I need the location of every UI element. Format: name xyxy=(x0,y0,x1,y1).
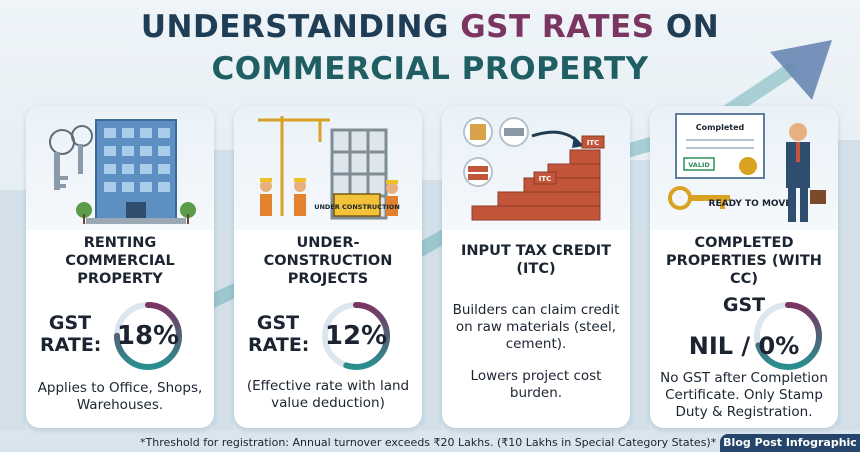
card-completed-description: No GST after Completion Certificate. Onl… xyxy=(660,370,828,420)
certificate-icon: Completed VALID xyxy=(675,113,765,179)
card-itc-art: ITC ITC xyxy=(442,106,630,230)
card-completed-art: Completed VALID READY TO MOVE xyxy=(650,106,838,230)
card-completed-rate: GST NIL / 0% xyxy=(650,294,838,374)
card-itc-description-2: Lowers project cost burden. xyxy=(470,368,602,401)
brick-staircase-icon xyxy=(471,149,601,221)
card-completed: Completed VALID READY TO MOVE xyxy=(650,106,838,428)
gst-rate-value: 18% xyxy=(116,321,180,351)
page-title: UNDERSTANDING GST RATES ON COMMERCIAL PR… xyxy=(140,9,720,87)
keys-icon xyxy=(49,125,93,190)
card-itc-heading: INPUT TAX CREDIT (ITC) xyxy=(460,243,612,277)
gst-rate-label: GST RATE: xyxy=(248,312,310,356)
businessman-icon xyxy=(786,123,826,222)
certificate-text: Completed xyxy=(696,123,745,132)
card-construction-rate: GST RATE: 12% xyxy=(234,298,422,374)
tree-icon xyxy=(76,202,196,224)
card-itc: ITC ITC INPUT TAX CREDIT (ITC) Builders … xyxy=(442,106,630,428)
ready-to-move-text: READY TO MOVE xyxy=(709,199,792,209)
card-renting-heading: RENTING COMMERCIAL PROPERTY xyxy=(65,235,175,287)
card-construction-description: (Effective rate with land value deductio… xyxy=(246,378,410,411)
materials-icon xyxy=(463,117,529,187)
card-renting-art xyxy=(26,106,214,230)
rate-ring-icon xyxy=(322,302,390,370)
gst-rate-value: 12% xyxy=(324,321,388,351)
card-construction-art: UNDER CONSTRUCTION xyxy=(234,106,422,230)
card-renting-description: Applies to Office, Shops, Warehouses. xyxy=(37,380,203,413)
card-itc-description-1: Builders can claim credit on raw materia… xyxy=(452,302,620,352)
gst-rate-value: NIL / 0% xyxy=(688,332,800,360)
valid-stamp: VALID xyxy=(688,161,710,169)
key-icon xyxy=(668,186,730,210)
footer-note: *Threshold for registration: Annual turn… xyxy=(140,436,717,449)
card-completed-heading: COMPLETED PROPERTIES (WITH CC) xyxy=(666,235,822,287)
card-renting: RENTING COMMERCIAL PROPERTY GST RATE: 18… xyxy=(26,106,214,428)
arrow-icon xyxy=(531,130,580,144)
rate-ring-icon xyxy=(754,302,822,370)
blog-post-badge: Blog Post Infographic xyxy=(720,434,860,452)
up-arrow-icon xyxy=(770,40,832,100)
card-renting-rate: GST RATE: 18% xyxy=(26,298,214,374)
itc-tag-top: ITC xyxy=(587,139,600,147)
itc-tag-step: ITC xyxy=(539,175,552,183)
card-construction-heading: UNDER-CONSTRUCTION PROJECTS xyxy=(263,235,393,287)
card-under-construction: UNDER CONSTRUCTION UNDER-CONSTRUCTION PR… xyxy=(234,106,422,428)
crane-icon xyxy=(258,116,330,216)
under-construction-sign xyxy=(333,193,381,217)
sign-text: UNDER CONSTRUCTION xyxy=(314,203,400,211)
office-building-icon xyxy=(86,119,186,224)
rate-ring-icon xyxy=(114,302,182,370)
gst-label: GST xyxy=(722,294,766,316)
gst-rate-label: GST RATE: xyxy=(40,312,102,356)
worker-icon xyxy=(260,178,398,216)
